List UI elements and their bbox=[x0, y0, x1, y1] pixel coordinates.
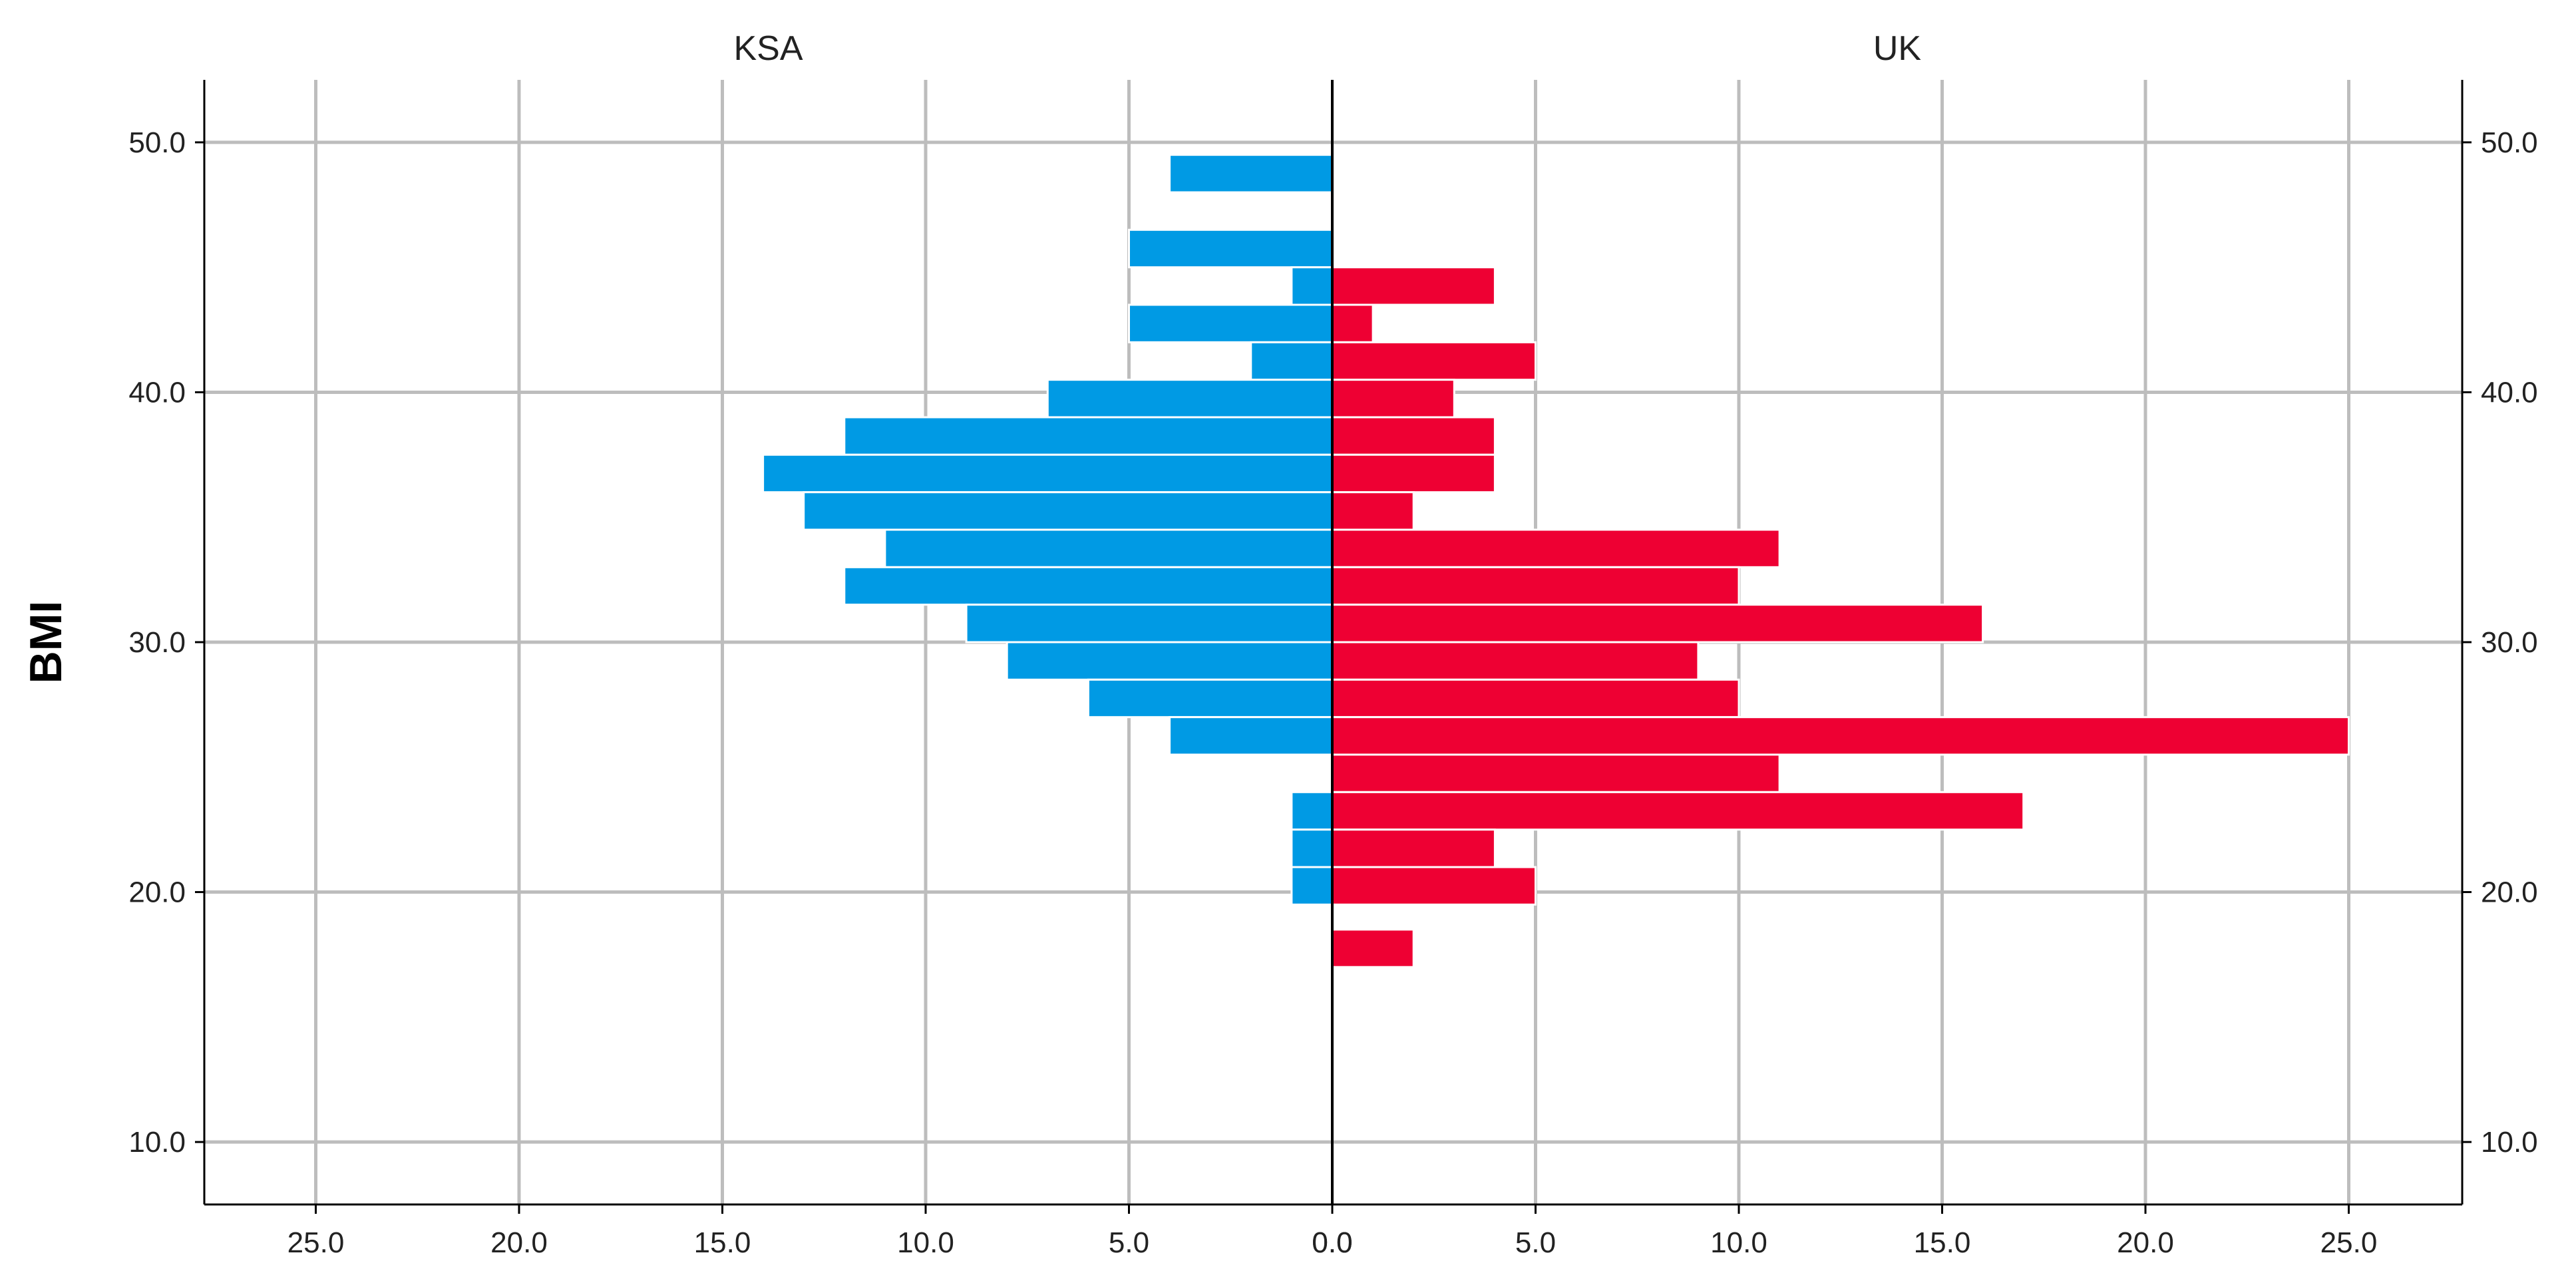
bar-ksa bbox=[1290, 791, 1334, 831]
bar-uk bbox=[1331, 303, 1374, 343]
bar-uk bbox=[1331, 678, 1740, 719]
bar-uk bbox=[1331, 828, 1496, 868]
bar-ksa bbox=[1169, 154, 1334, 194]
y-tick-label-right: 30.0 bbox=[2481, 626, 2538, 659]
bar-ksa bbox=[1006, 641, 1334, 681]
bar-uk bbox=[1331, 928, 1415, 968]
x-tick-label-left: 10.0 bbox=[897, 1226, 954, 1259]
bar-ksa bbox=[1290, 866, 1334, 906]
axis-labels: 10.0 10.0 20.0 20.0 30.0 30.0 40.0 40.0 50.0 50.0… bbox=[21, 29, 2538, 1259]
y-tick-label-right: 20.0 bbox=[2481, 876, 2538, 909]
bar-uk bbox=[1331, 453, 1496, 494]
bar-uk bbox=[1331, 416, 1496, 456]
bar-ksa bbox=[1290, 266, 1334, 306]
bar-ksa bbox=[843, 416, 1334, 456]
y-axis-label: BMI bbox=[21, 601, 71, 684]
x-tick-label-right: 15.0 bbox=[1914, 1226, 1971, 1259]
bar-ksa bbox=[1169, 716, 1334, 756]
x-tick-label-left: 25.0 bbox=[287, 1226, 345, 1259]
x-tick-label-left: 20.0 bbox=[490, 1226, 548, 1259]
bar-ksa bbox=[1250, 341, 1334, 381]
bar-ksa bbox=[1128, 303, 1334, 343]
bar-uk bbox=[1331, 604, 1984, 643]
bar-uk bbox=[1331, 641, 1700, 681]
y-tick-label-left: 50.0 bbox=[128, 126, 186, 159]
x-tick-label-left: 5.0 bbox=[1109, 1226, 1149, 1259]
x-tick-label-right: 20.0 bbox=[2117, 1226, 2174, 1259]
bar-uk bbox=[1331, 266, 1496, 306]
plot-frame bbox=[195, 80, 2472, 1214]
panel-title-uk: UK bbox=[1873, 29, 1922, 68]
bar-uk bbox=[1331, 491, 1415, 531]
bar-uk bbox=[1331, 379, 1455, 419]
x-tick-label-right: 0.0 bbox=[1312, 1226, 1352, 1259]
bar-uk bbox=[1331, 341, 1537, 381]
bar-ksa bbox=[843, 566, 1334, 606]
bar-uk bbox=[1331, 791, 2025, 831]
bar-uk bbox=[1331, 566, 1740, 606]
bar-uk bbox=[1331, 866, 1537, 906]
y-tick-label-right: 40.0 bbox=[2481, 376, 2538, 409]
bar-ksa bbox=[803, 491, 1334, 531]
x-tick-label-right: 5.0 bbox=[1515, 1226, 1556, 1259]
y-tick-label-left: 20.0 bbox=[128, 876, 186, 909]
bar-ksa bbox=[1290, 828, 1334, 868]
panel-title-ksa: KSA bbox=[733, 29, 803, 68]
y-tick-label-right: 50.0 bbox=[2481, 126, 2538, 159]
y-tick-label-left: 10.0 bbox=[128, 1126, 186, 1159]
x-tick-label-right: 25.0 bbox=[2320, 1226, 2378, 1259]
bar-uk bbox=[1331, 716, 2350, 756]
bars bbox=[762, 154, 2350, 968]
bar-ksa bbox=[1087, 678, 1334, 719]
x-tick-label-left: 15.0 bbox=[694, 1226, 751, 1259]
bar-ksa bbox=[1128, 228, 1334, 269]
bar-ksa bbox=[965, 604, 1334, 643]
bar-ksa bbox=[884, 528, 1334, 568]
y-tick-label-right: 10.0 bbox=[2481, 1126, 2538, 1159]
bar-ksa bbox=[762, 453, 1334, 494]
bar-ksa bbox=[1046, 379, 1334, 419]
x-tick-label-right: 10.0 bbox=[1710, 1226, 1767, 1259]
bar-uk bbox=[1331, 753, 1781, 793]
y-tick-label-left: 40.0 bbox=[128, 376, 186, 409]
x-tick-label-left: 0.0 bbox=[1312, 1226, 1352, 1259]
y-tick-label-left: 30.0 bbox=[128, 626, 186, 659]
bar-uk bbox=[1331, 528, 1781, 568]
